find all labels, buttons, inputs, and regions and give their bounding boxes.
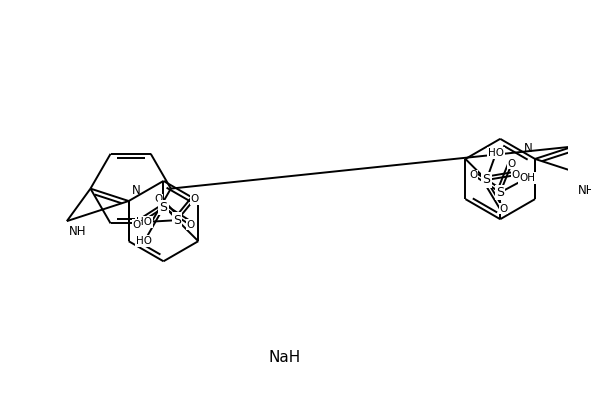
Text: S: S <box>482 173 491 187</box>
Text: N: N <box>524 142 532 155</box>
Text: S: S <box>173 214 181 226</box>
Text: S: S <box>496 186 504 199</box>
Text: O: O <box>186 220 194 230</box>
Text: O: O <box>508 159 516 169</box>
Text: O: O <box>132 220 141 230</box>
Text: O: O <box>511 170 519 180</box>
Text: NaH: NaH <box>269 350 301 366</box>
Text: O: O <box>499 204 508 214</box>
Text: NH: NH <box>69 225 86 238</box>
Text: N: N <box>132 184 140 197</box>
Text: O: O <box>190 194 199 204</box>
Text: S: S <box>160 201 167 214</box>
Text: HO: HO <box>488 148 504 158</box>
Text: HO: HO <box>136 217 152 227</box>
Text: O: O <box>469 170 478 180</box>
Text: HO: HO <box>137 236 152 246</box>
Text: OH: OH <box>519 173 535 183</box>
Text: O: O <box>154 194 163 204</box>
Text: NH: NH <box>577 184 591 197</box>
